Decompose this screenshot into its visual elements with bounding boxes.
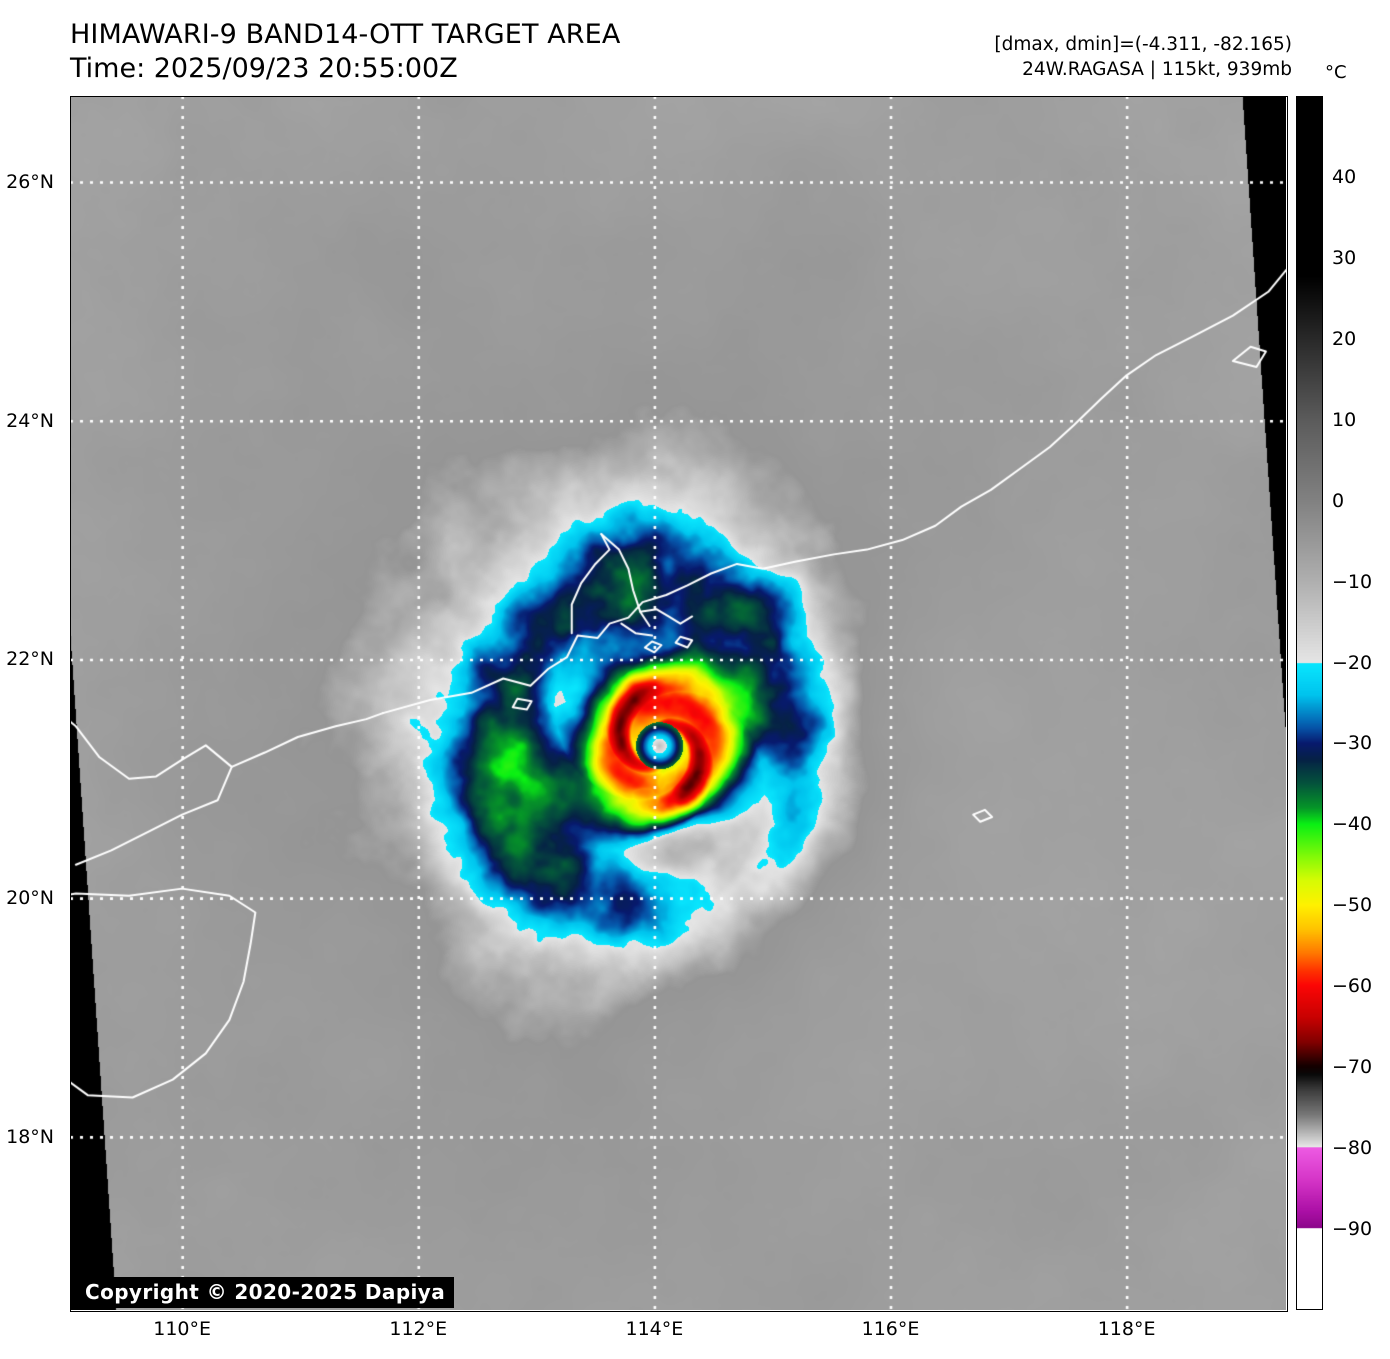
latitude-axis: 26°N 24°N 22°N 20°N 18°N	[0, 0, 62, 1359]
colorbar-tick-label: −20	[1332, 651, 1373, 674]
page-title: HIMAWARI-9 BAND14-OTT TARGET AREA	[70, 19, 621, 50]
colorbar-tick-label: −80	[1332, 1137, 1373, 1160]
copyright-label: Copyright © 2020-2025 Dapiya	[76, 1277, 455, 1308]
storm-info-label: 24W.RAGASA | 115kt, 939mb	[1022, 59, 1292, 80]
colorbar	[1296, 96, 1323, 1310]
colorbar-tick-label: −70	[1332, 1056, 1373, 1079]
colorbar-tick-label: 20	[1332, 327, 1357, 350]
colorbar-tick-label: 40	[1332, 165, 1357, 188]
colorbar-tick-label: −90	[1332, 1218, 1373, 1241]
colorbar-tick-label: −60	[1332, 975, 1373, 998]
latitude-tick-label: 20°N	[6, 887, 54, 910]
colorbar-ticks: 40 30 20 10 0 −10 −20 −30 −40 −50 −60 −70 −80 −90	[1296, 96, 1386, 1310]
colorbar-unit-label: °C	[1325, 62, 1347, 83]
dminmax-label: [dmax, dmin]=(-4.311, -82.165)	[994, 34, 1292, 55]
longitude-tick-label: 116°E	[861, 1318, 920, 1340]
satellite-image-panel	[70, 96, 1286, 1310]
longitude-tick-label: 114°E	[625, 1318, 684, 1340]
longitude-tick-label: 110°E	[153, 1318, 212, 1340]
longitude-tick-label: 112°E	[389, 1318, 448, 1340]
colorbar-tick-label: −30	[1332, 732, 1373, 755]
longitude-axis: 110°E 112°E 114°E 116°E 118°E	[0, 1318, 1390, 1348]
colorbar-tick-label: 10	[1332, 408, 1357, 431]
timestamp-label: Time: 2025/09/23 20:55:00Z	[70, 53, 458, 84]
colorbar-tick-label: −40	[1332, 813, 1373, 836]
longitude-tick-label: 118°E	[1097, 1318, 1156, 1340]
latitude-tick-label: 26°N	[6, 170, 54, 193]
colorbar-tick-label: 0	[1332, 489, 1345, 512]
latitude-tick-label: 22°N	[6, 648, 54, 671]
satellite-ir-image	[70, 96, 1286, 1310]
colorbar-tick-label: −10	[1332, 570, 1373, 593]
latitude-tick-label: 24°N	[6, 409, 54, 432]
metadata-block: [dmax, dmin]=(-4.311, -82.165) 24W.RAGAS…	[994, 32, 1292, 82]
latitude-tick-label: 18°N	[6, 1125, 54, 1148]
colorbar-tick-label: 30	[1332, 246, 1357, 269]
colorbar-tick-label: −50	[1332, 894, 1373, 917]
